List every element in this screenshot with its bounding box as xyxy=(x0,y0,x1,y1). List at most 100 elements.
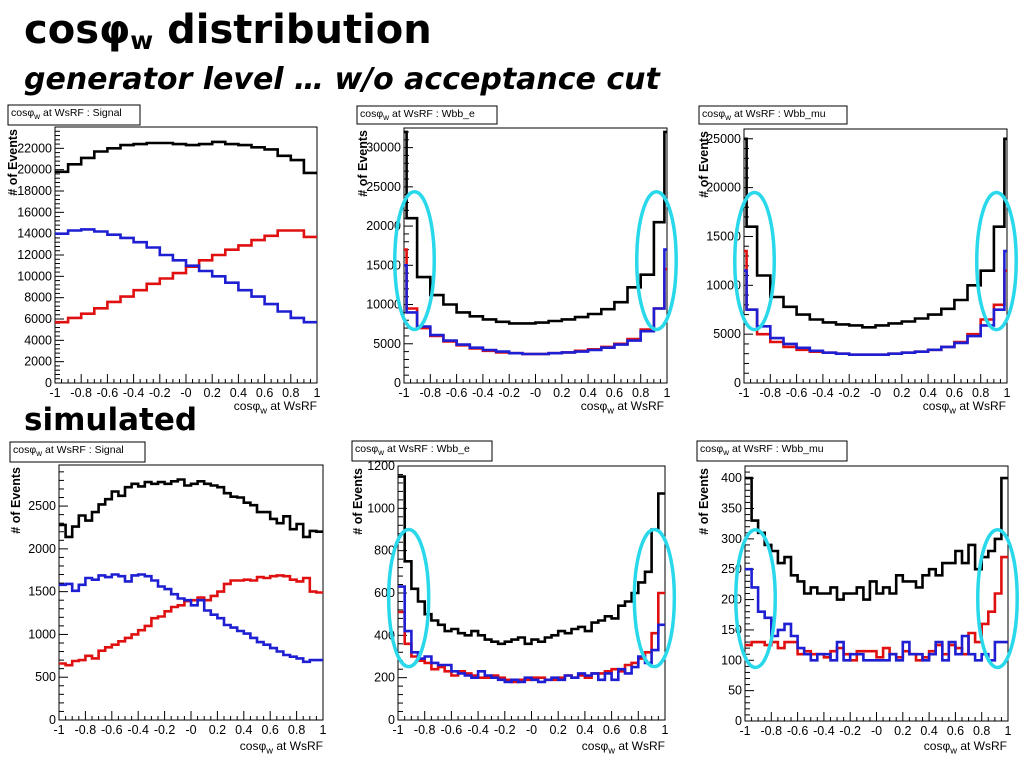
chart-simulated-wbb-e: cosφw at WsRF : Wbb_e0200400600800100012… xyxy=(351,440,677,756)
chart-title-box xyxy=(9,441,146,463)
y-tick-label: 10000 xyxy=(366,298,401,312)
y-axis-label: # of Events xyxy=(6,129,20,196)
x-tick-label: -0 xyxy=(180,386,191,400)
x-tick-label: -0.8 xyxy=(414,723,436,737)
x-tick-label: 1 xyxy=(1005,724,1012,738)
x-tick-label: 0.4 xyxy=(576,723,593,737)
x-tick-label: 0.2 xyxy=(204,386,221,400)
histogram-series-0 xyxy=(398,475,665,646)
x-tick-label: -0.4 xyxy=(123,386,145,400)
histogram-series-0 xyxy=(59,478,323,539)
chart-title: cosφw at WsRF : Wbb_e xyxy=(360,108,475,122)
x-tick-label: -0.8 xyxy=(75,723,97,737)
x-tick-label: 0.2 xyxy=(553,386,570,400)
x-tick-label: 0.8 xyxy=(972,386,989,400)
y-tick-label: 50 xyxy=(728,684,742,698)
chart-title: cosφw at WsRF : Wbb_mu xyxy=(700,443,824,457)
y-tick-label: 16000 xyxy=(17,205,52,219)
y-axis-label: # of Events xyxy=(697,131,711,198)
y-tick-label: 20000 xyxy=(366,219,401,233)
x-tick-label: 0.2 xyxy=(894,724,911,738)
x-tick-label: 0.8 xyxy=(630,723,647,737)
x-tick-label: 0.8 xyxy=(282,386,299,400)
histogram-series-2 xyxy=(59,573,323,664)
highlight-ellipse-right xyxy=(635,190,678,332)
x-tick-label: 0.2 xyxy=(893,386,910,400)
x-axis-label: cosφw at WsRF xyxy=(234,399,317,416)
chart-title: cosφw at WsRF : Signal xyxy=(13,444,124,458)
y-tick-label: 5000 xyxy=(713,327,741,341)
x-axis-label: cosφw at WsRF xyxy=(924,739,1007,756)
chart-generator-wbb-mu: cosφw at WsRF : Wbb_mu 0 5000 10000 15000 200… xyxy=(697,105,1018,416)
y-axis-label: # of Events xyxy=(697,468,711,535)
chart-title: cosφw at WsRF : Wbb_mu xyxy=(702,108,826,122)
histogram-series-1 xyxy=(55,229,317,324)
x-tick-label: -1 xyxy=(49,386,60,400)
x-tick-label: -0.8 xyxy=(70,386,92,400)
x-tick-label: -0 xyxy=(185,723,196,737)
x-tick-label: 1 xyxy=(314,386,321,400)
x-axis-label: cosφw at WsRF xyxy=(240,739,323,756)
x-tick-label: 0.8 xyxy=(632,386,649,400)
plot-frame xyxy=(54,126,318,384)
x-tick-label: 0.6 xyxy=(262,723,279,737)
histogram-series-0 xyxy=(55,140,317,175)
y-tick-label: 350 xyxy=(721,502,742,516)
x-tick-label: 1 xyxy=(320,723,327,737)
highlight-ellipse-right xyxy=(976,528,1019,670)
highlight-ellipse-right xyxy=(975,190,1018,332)
section-label-simulated: simulated xyxy=(24,402,198,438)
y-tick-label: 22000 xyxy=(17,141,52,155)
highlight-ellipse-right xyxy=(632,527,677,669)
x-tick-label: -0.2 xyxy=(149,386,171,400)
x-tick-label: 0.2 xyxy=(209,723,226,737)
chart-simulated-signal: cosφw at WsRF : Signal 0 500 1000 1500 2000 25… xyxy=(9,441,327,756)
histogram-series-2 xyxy=(398,585,665,684)
x-tick-label: -0.4 xyxy=(813,724,835,738)
y-tick-label: 25000 xyxy=(366,180,401,194)
y-tick-label: 2000 xyxy=(28,542,56,556)
x-tick-label: -0.6 xyxy=(786,386,808,400)
y-tick-label: 1200 xyxy=(367,459,395,473)
y-tick-label: 0 xyxy=(394,376,401,390)
highlight-ellipse-left xyxy=(733,190,776,332)
histogram-series-2 xyxy=(404,248,667,356)
x-tick-label: -0 xyxy=(870,386,881,400)
x-tick-label: -0.6 xyxy=(101,723,123,737)
y-tick-label: 0 xyxy=(734,376,741,390)
y-tick-label: 18000 xyxy=(17,184,52,198)
histogram-series-1 xyxy=(745,555,1008,662)
y-tick-label: 2000 xyxy=(24,355,52,369)
x-tick-label: -0 xyxy=(526,723,537,737)
y-tick-label: 10000 xyxy=(17,269,52,283)
chart-generator-wbb-e: cosφw at WsRF : Wbb_e 0 5000 10000 15000 2000… xyxy=(356,105,678,416)
histogram-series-0 xyxy=(404,130,667,325)
y-tick-label: 10000 xyxy=(706,278,741,292)
y-tick-label: 12000 xyxy=(17,248,52,262)
y-tick-label: 14000 xyxy=(17,227,52,241)
y-tick-label: 1500 xyxy=(28,585,56,599)
x-tick-label: -0.2 xyxy=(838,386,860,400)
x-tick-label: -0 xyxy=(530,386,541,400)
chart-title-box xyxy=(356,105,498,125)
x-tick-label: -0.6 xyxy=(441,723,463,737)
x-tick-label: -0.8 xyxy=(760,386,782,400)
x-tick-label: -1 xyxy=(738,386,749,400)
page-subtitle: generator level … w/o acceptance cut xyxy=(24,62,660,97)
x-tick-label: 0.4 xyxy=(579,386,596,400)
y-tick-label: 20000 xyxy=(17,163,52,177)
x-axis-label: cosφw at WsRF xyxy=(582,739,665,756)
histogram-series-2 xyxy=(745,567,1008,662)
x-tick-label: 0.4 xyxy=(919,386,936,400)
x-tick-label: -0.4 xyxy=(472,386,494,400)
x-tick-label: -0.2 xyxy=(498,386,520,400)
x-tick-label: -0.2 xyxy=(154,723,176,737)
x-tick-label: 0.2 xyxy=(550,723,567,737)
y-tick-label: 400 xyxy=(721,471,742,485)
x-tick-label: -1 xyxy=(392,723,403,737)
x-tick-label: 0.8 xyxy=(973,724,990,738)
y-tick-label: 100 xyxy=(721,653,742,667)
highlight-ellipse-left xyxy=(386,527,431,669)
y-axis-label: # of Events xyxy=(356,130,370,197)
